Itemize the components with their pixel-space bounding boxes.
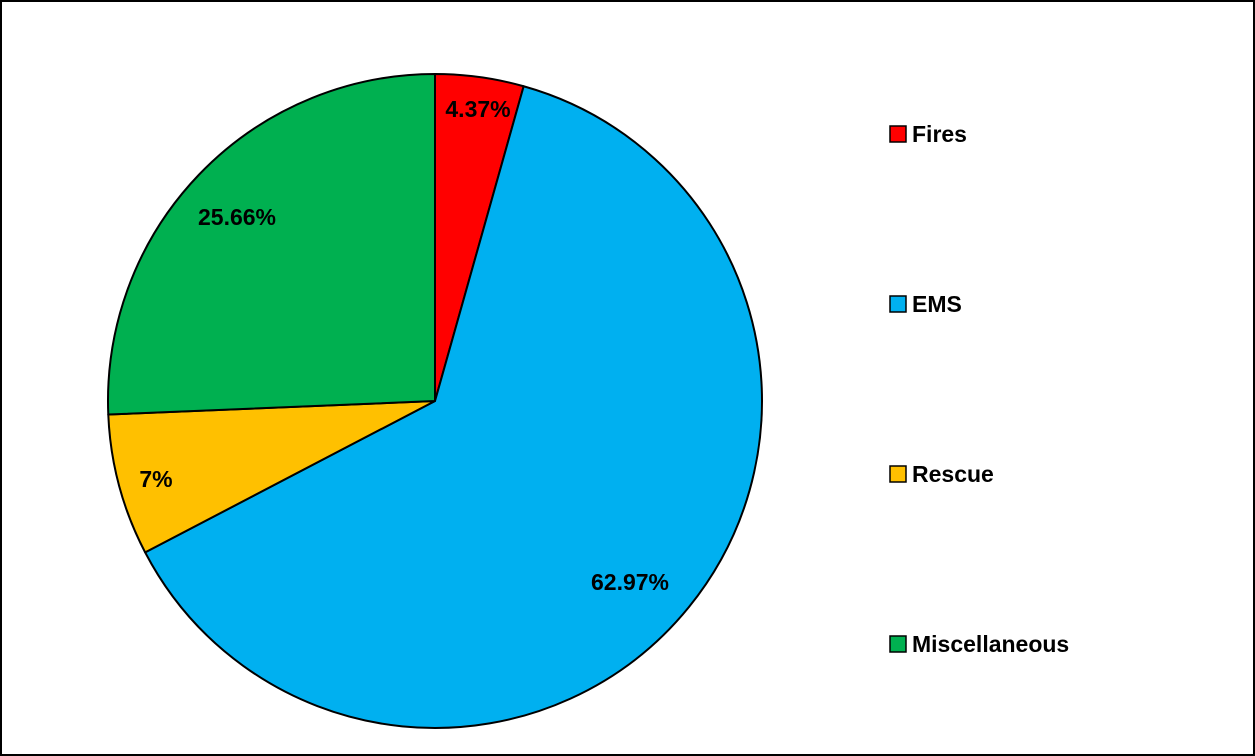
slice-labels: 4.37% 62.97% 7% 25.66% bbox=[139, 96, 669, 595]
legend-label-rescue: Rescue bbox=[912, 461, 994, 487]
legend-swatch-ems bbox=[889, 295, 907, 313]
data-label-fires: 4.37% bbox=[445, 96, 510, 122]
pie-slice-miscellaneous bbox=[107, 73, 436, 416]
legend-swatch-fires bbox=[889, 125, 907, 143]
legend-label-miscellaneous: Miscellaneous bbox=[912, 631, 1069, 657]
legend-item-miscellaneous: Miscellaneous bbox=[889, 631, 1069, 657]
legend-label-ems: EMS bbox=[912, 291, 962, 317]
legend-item-ems: EMS bbox=[889, 291, 962, 317]
legend-swatch-rescue bbox=[889, 465, 907, 483]
legend-label-fires: Fires bbox=[912, 121, 967, 147]
pie-slice-ems bbox=[144, 85, 763, 729]
pie-slice-rescue bbox=[107, 400, 436, 554]
data-label-ems: 62.97% bbox=[591, 569, 669, 595]
legend: Fires EMS Rescue Miscellaneous bbox=[889, 121, 1069, 657]
legend-item-rescue: Rescue bbox=[889, 461, 994, 487]
legend-swatch-miscellaneous bbox=[889, 635, 907, 653]
legend-item-fires: Fires bbox=[889, 121, 967, 147]
pie-slices bbox=[107, 73, 763, 729]
data-label-rescue: 7% bbox=[139, 466, 172, 492]
data-label-miscellaneous: 25.66% bbox=[198, 204, 276, 230]
